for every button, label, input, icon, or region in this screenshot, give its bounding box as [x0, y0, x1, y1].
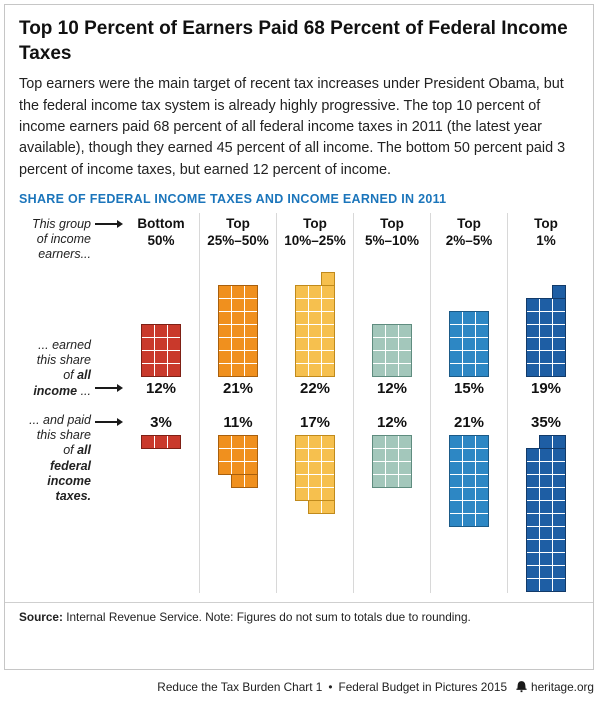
tax-pct-label: 17%	[299, 413, 331, 431]
chart-card: Top 10 Percent of Earners Paid 68 Percen…	[4, 4, 594, 670]
footer-chart-ref: Reduce the Tax Burden Chart 1	[157, 680, 323, 694]
tax-waffle	[372, 434, 412, 488]
column-top-1: Top 1% 19% 35%	[507, 212, 584, 593]
waffle-block-rect	[308, 499, 335, 514]
column-header: Top 2%–5%	[431, 213, 507, 269]
column-header-line2: 5%–10%	[364, 233, 420, 249]
paid-label-bold: all federal income taxes.	[47, 443, 91, 504]
column-top-25-50: Top 25%–50% 21% 11%	[199, 212, 276, 593]
waffle-chart: This group of income earners... ... earn…	[19, 212, 579, 593]
column-header-line2: 10%–25%	[284, 233, 346, 249]
column-header-line1: Top	[534, 215, 558, 231]
income-waffle	[141, 323, 181, 377]
waffle-block-rect	[539, 434, 566, 449]
income-waffle	[526, 284, 566, 377]
waffle-block-rect	[218, 284, 258, 377]
arrow-icon	[95, 383, 123, 392]
tax-pct-label: 21%	[453, 413, 485, 431]
income-pct-label: 12%	[145, 379, 177, 397]
column-header-line1: Top	[380, 215, 404, 231]
earned-label-text: ... earned this share of	[36, 337, 91, 383]
column-bottom-50: Bottom 50% 12% 3%	[123, 213, 199, 593]
waffle-block-rect	[552, 284, 566, 299]
tax-waffle	[295, 434, 335, 514]
group-note-label: This group of income earners...	[31, 216, 91, 262]
income-pct-label: 21%	[222, 379, 254, 397]
column-header-line1: Bottom	[137, 215, 185, 231]
column-header: Top 25%–50%	[200, 213, 276, 269]
chart-caption: SHARE OF FEDERAL INCOME TAXES AND INCOME…	[19, 191, 447, 206]
income-pct-label: 19%	[530, 379, 562, 397]
waffle-block-rect	[449, 434, 489, 527]
column-header: Bottom 50%	[123, 213, 199, 269]
waffle-block-rect	[218, 434, 258, 475]
source-note: Source: Internal Revenue Service. Note: …	[5, 601, 593, 624]
arrow-icon	[95, 417, 123, 426]
income-pct-label: 22%	[299, 379, 331, 397]
footer-publication: Federal Budget in Pictures 2015	[338, 680, 508, 694]
tax-waffle	[449, 434, 489, 527]
income-waffle	[449, 310, 489, 377]
footer: Reduce the Tax Burden Chart 1 • Federal Bu…	[4, 680, 594, 696]
column-header: Top 5%–10%	[354, 213, 430, 269]
heritage-bell-icon	[515, 681, 528, 696]
income-waffle	[218, 284, 258, 377]
column-header-line2: 1%	[536, 233, 556, 249]
column-top-10-25: Top 10%–25% 22% 17%	[276, 212, 353, 593]
arrow-icon	[95, 219, 123, 228]
waffle-block-rect	[449, 310, 489, 377]
income-pct-label: 12%	[376, 379, 408, 397]
paid-share-label: ... and paid this share of all federal i…	[25, 413, 91, 505]
tax-pct-label: 12%	[376, 413, 408, 431]
tax-pct-label: 11%	[223, 413, 253, 431]
waffle-block-rect	[141, 323, 181, 377]
column-header-line2: 2%–5%	[445, 233, 493, 249]
left-label-column: This group of income earners... ... earn…	[19, 213, 123, 593]
source-label: Source:	[19, 609, 63, 624]
waffle-block-rect	[321, 271, 335, 286]
column-header-line1: Top	[303, 215, 327, 231]
income-pct-label: 15%	[453, 379, 485, 397]
waffle-block-rect	[372, 434, 412, 488]
footer-separator: •	[328, 680, 333, 694]
column-header: Top 1%	[508, 213, 584, 269]
footer-site: heritage.org	[531, 680, 594, 694]
waffle-block-rect	[141, 434, 181, 449]
column-header: Top 10%–25%	[277, 213, 353, 269]
earned-share-label: ... earned this share of all income ...	[25, 338, 91, 399]
waffle-block-rect	[295, 434, 335, 501]
tax-pct-label: 3%	[150, 413, 172, 431]
income-waffle	[372, 323, 412, 377]
waffle-block-rect	[231, 473, 258, 488]
tax-waffle	[526, 434, 566, 592]
paid-label-text: ... and paid this share of	[29, 412, 91, 458]
waffle-block-rect	[526, 297, 566, 377]
source-text: Internal Revenue Service. Note: Figures …	[62, 609, 471, 624]
column-header-line2: 25%–50%	[207, 233, 269, 249]
earned-label-bold: all income	[33, 368, 91, 398]
tax-waffle	[218, 434, 258, 488]
column-header-line2: 50%	[147, 233, 175, 249]
waffle-block-rect	[295, 284, 335, 377]
column-header-line1: Top	[457, 215, 481, 231]
column-top-2-5: Top 2%–5% 15% 21%	[430, 212, 507, 593]
earned-label-suffix: ...	[77, 383, 91, 398]
intro-paragraph: Top earners were the main target of rece…	[19, 76, 566, 178]
income-waffle	[295, 271, 335, 377]
page-title: Top 10 Percent of Earners Paid 68 Percen…	[19, 18, 568, 64]
column-header-line1: Top	[226, 215, 250, 231]
column-top-5-10: Top 5%–10% 12% 12%	[353, 212, 430, 593]
waffle-block-rect	[372, 323, 412, 377]
tax-pct-label: 35%	[530, 413, 562, 431]
waffle-block-rect	[526, 447, 566, 592]
tax-waffle	[141, 434, 181, 449]
